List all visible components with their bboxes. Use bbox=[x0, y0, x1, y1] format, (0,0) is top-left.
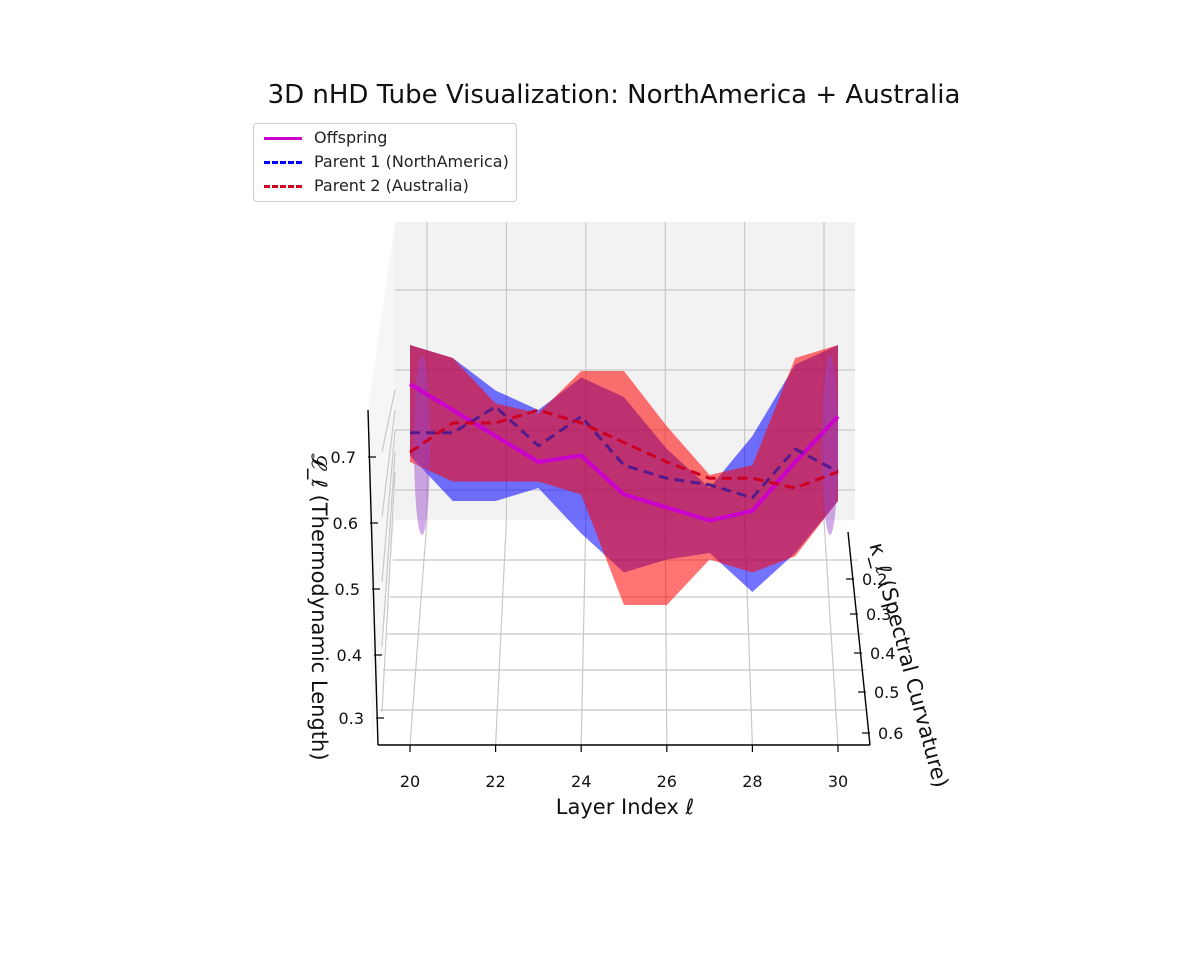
x-tick-label: 24 bbox=[571, 772, 591, 791]
series-line-offspring bbox=[408, 382, 840, 523]
grid-line-x-floor bbox=[495, 519, 507, 746]
chart-title: 3D nHD Tube Visualization: NorthAmerica … bbox=[267, 80, 961, 110]
grid-line-z-side bbox=[381, 451, 396, 648]
legend-item-parent-2: Parent 2 (Australia) bbox=[260, 175, 510, 197]
tube-surfaces bbox=[410, 345, 838, 605]
grid-line-z-side bbox=[381, 409, 396, 518]
y-axis-line bbox=[847, 531, 871, 746]
tube-parent-2 bbox=[410, 345, 838, 605]
legend-item-parent-1: Parent 1 (NorthAmerica) bbox=[260, 151, 510, 173]
z-tick-label: 0.5 bbox=[335, 580, 360, 599]
z-axis-line bbox=[367, 409, 379, 746]
legend-label-parent-1: Parent 1 (NorthAmerica) bbox=[314, 152, 509, 171]
x-tick-label: 20 bbox=[400, 772, 420, 791]
z-tick-label: 0.4 bbox=[337, 646, 362, 665]
legend-label-parent-2: Parent 2 (Australia) bbox=[314, 176, 469, 195]
y-tick-label: 0.5 bbox=[874, 683, 899, 702]
grid-line-x-floor bbox=[409, 519, 428, 746]
x-tick-label: 22 bbox=[485, 772, 505, 791]
grid-line-z-side bbox=[381, 389, 396, 453]
x-tick-label: 26 bbox=[657, 772, 677, 791]
y-tick-label: 0.3 bbox=[866, 605, 891, 624]
axes: 20 22 24 26 28 30 0.3 0.4 0.5 0.6 0.7 0.2 0.3 0.4 0.5 0… bbox=[331, 409, 903, 791]
grid-line-x-floor bbox=[580, 519, 587, 746]
legend-swatch-parent-1 bbox=[264, 161, 302, 164]
x-tick-label: 30 bbox=[828, 772, 848, 791]
y-tick-label: 0.6 bbox=[878, 724, 903, 743]
legend: Offspring Parent 1 (NorthAmerica) Parent… bbox=[253, 123, 517, 202]
tube-cap-left bbox=[414, 355, 430, 535]
x-axis-label: Layer Index ℓ bbox=[556, 795, 694, 819]
z-tick-label: 0.6 bbox=[333, 514, 358, 533]
grid-line-z-side bbox=[381, 471, 396, 713]
z-axis-label: 𝓛_ℓ (Thermodynamic Length) bbox=[306, 453, 331, 760]
x-tick-label: 28 bbox=[742, 772, 762, 791]
series-lines bbox=[408, 382, 840, 523]
y-tick-label: 0.2 bbox=[862, 570, 887, 589]
series-line-parent-2 bbox=[409, 408, 839, 490]
legend-label-offspring: Offspring bbox=[314, 128, 388, 147]
legend-swatch-parent-2 bbox=[264, 185, 302, 188]
legend-swatch-offspring bbox=[264, 137, 302, 140]
tube-cap-right bbox=[822, 355, 838, 535]
y-tick-label: 0.4 bbox=[870, 644, 895, 663]
series-line-parent-1 bbox=[410, 405, 839, 500]
z-tick-label: 0.3 bbox=[339, 709, 364, 728]
grid-line-x-floor bbox=[823, 519, 839, 746]
z-tick-label: 0.7 bbox=[331, 448, 356, 467]
grid-line-z-side bbox=[381, 429, 396, 583]
legend-item-offspring: Offspring bbox=[260, 127, 510, 149]
y-axis-label: κ_ℓ (Spectral Curvature) bbox=[864, 540, 954, 790]
